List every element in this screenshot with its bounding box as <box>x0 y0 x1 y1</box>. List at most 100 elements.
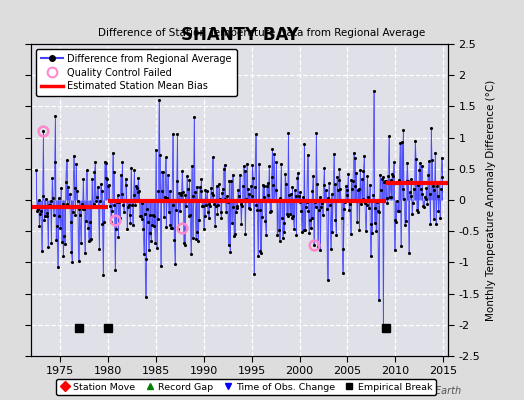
Point <box>47 198 55 205</box>
Point <box>106 203 115 210</box>
Point <box>188 162 196 169</box>
Point <box>331 181 339 188</box>
Point <box>168 225 176 232</box>
Point <box>195 216 203 223</box>
Point <box>42 210 51 216</box>
Point <box>312 130 321 136</box>
Point <box>268 146 277 152</box>
Point <box>337 197 345 203</box>
Point <box>58 239 66 246</box>
Point <box>127 165 135 171</box>
Point <box>279 234 287 241</box>
Point <box>381 178 389 184</box>
Point <box>334 187 342 193</box>
Point <box>345 206 353 213</box>
Point <box>130 167 138 174</box>
Point <box>407 176 416 182</box>
Point <box>151 240 159 246</box>
Point <box>229 204 237 210</box>
Point <box>212 203 220 210</box>
Point <box>357 201 365 207</box>
Point <box>288 184 297 190</box>
Point <box>214 202 222 208</box>
Point <box>82 167 91 174</box>
Point <box>316 247 324 253</box>
Point <box>138 200 147 206</box>
Point <box>247 192 256 199</box>
Point <box>81 250 89 256</box>
Point <box>401 222 409 228</box>
Point <box>406 193 414 200</box>
Point <box>361 200 369 206</box>
Point <box>222 209 231 215</box>
Point <box>280 228 289 235</box>
Point <box>70 152 78 159</box>
Point <box>102 160 111 166</box>
Point <box>137 216 146 223</box>
Point <box>424 158 433 165</box>
Point <box>43 213 51 219</box>
Point <box>406 189 414 196</box>
Point <box>102 175 110 181</box>
Point <box>397 242 405 249</box>
Point <box>319 182 328 188</box>
Point <box>346 231 355 237</box>
Point <box>339 270 347 276</box>
Point <box>101 158 109 165</box>
Point <box>171 260 179 267</box>
Point <box>368 230 376 236</box>
Point <box>334 177 343 183</box>
Point <box>329 198 337 204</box>
Point <box>401 218 410 224</box>
Point <box>402 178 411 184</box>
Point <box>196 187 205 194</box>
Point <box>202 202 211 208</box>
Point <box>145 212 154 218</box>
Point <box>296 199 304 205</box>
Point <box>339 246 347 253</box>
Point <box>73 198 82 204</box>
Point <box>367 221 376 227</box>
Point <box>150 213 159 219</box>
Point <box>37 207 45 214</box>
Point <box>311 204 320 210</box>
Point <box>89 203 97 210</box>
Point <box>113 192 122 199</box>
Point <box>34 206 42 212</box>
Point <box>74 258 83 264</box>
Point <box>85 237 93 244</box>
Point <box>113 199 121 206</box>
Point <box>436 215 444 221</box>
Point <box>379 325 388 331</box>
Point <box>259 194 268 200</box>
Point <box>56 225 64 231</box>
Point <box>314 244 322 250</box>
Point <box>110 169 118 175</box>
Point <box>108 208 116 214</box>
Point <box>389 159 398 166</box>
Point <box>131 202 139 208</box>
Point <box>395 176 403 183</box>
Point <box>417 185 425 192</box>
Point <box>326 246 335 253</box>
Point <box>431 150 440 156</box>
Point <box>84 225 92 231</box>
Point <box>195 184 204 190</box>
Point <box>233 202 242 209</box>
Point <box>386 177 395 183</box>
Point <box>351 182 359 189</box>
Point <box>157 188 166 195</box>
Point <box>303 152 312 158</box>
Point <box>39 128 48 134</box>
Point <box>241 231 249 237</box>
Point <box>192 184 201 190</box>
Point <box>133 185 141 192</box>
Point <box>404 178 412 184</box>
Point <box>263 183 271 189</box>
Point <box>393 198 401 204</box>
Point <box>193 229 202 235</box>
Point <box>278 215 286 222</box>
Point <box>395 208 403 214</box>
Point <box>108 150 117 157</box>
Point <box>358 196 367 202</box>
